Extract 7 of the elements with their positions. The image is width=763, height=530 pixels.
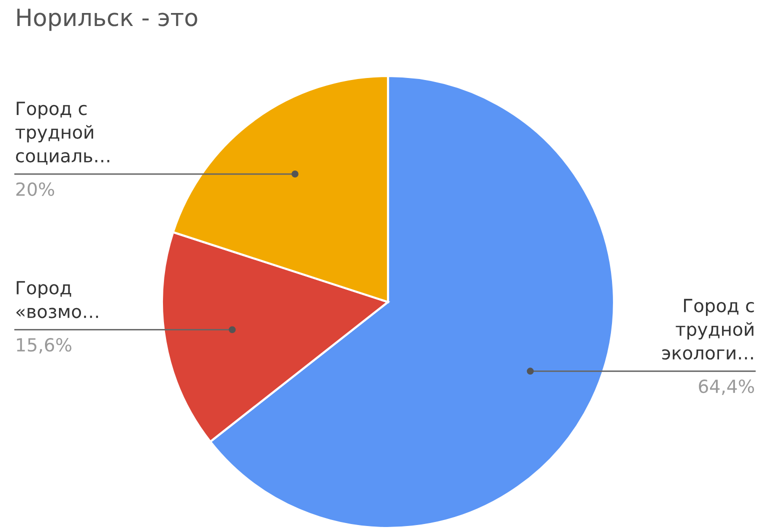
data-label: 15,6% — [16, 338, 72, 354]
slice-label: Город с трудной социаль… — [16, 102, 110, 165]
chart-title: Норильск - это — [17, 8, 198, 31]
slice-label: Город с трудной экологи… — [662, 298, 754, 360]
slice-label: Город «возмо… — [16, 281, 98, 318]
data-label: 64,4% — [698, 379, 754, 395]
data-label: 20% — [16, 182, 54, 196]
